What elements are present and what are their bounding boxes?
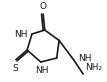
- Text: NH₂: NH₂: [85, 63, 103, 72]
- Text: O: O: [40, 2, 47, 11]
- Text: S: S: [12, 64, 18, 73]
- Text: NH: NH: [78, 54, 92, 63]
- Text: NH: NH: [35, 66, 48, 75]
- Text: NH: NH: [14, 30, 28, 39]
